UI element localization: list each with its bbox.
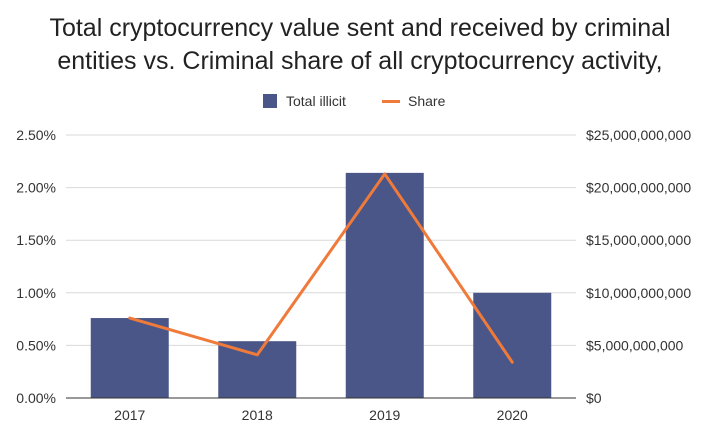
right-axis-labels: $0 $5,000,000,000 $10,000,000,000 $15,000,0… [586, 127, 691, 406]
left-axis-tick-label: 1.00% [16, 285, 56, 301]
x-axis-tick-label: 2017 [114, 407, 145, 423]
x-axis-tick-label: 2020 [497, 407, 528, 423]
legend-swatch-share [382, 100, 400, 103]
chart-title: Total cryptocurrency value sent and rece… [49, 14, 670, 75]
legend-label-share: Share [408, 93, 446, 109]
x-axis-tick-label: 2019 [369, 407, 400, 423]
chart-legend: Total illicit Share [263, 93, 446, 109]
legend-swatch-total-illicit [263, 94, 277, 108]
left-axis-labels: 0.00% 0.50% 1.00% 1.50% 2.00% 2.50% [16, 127, 56, 406]
bar-series-total-illicit [90, 172, 552, 398]
right-axis-tick-label: $25,000,000,000 [586, 127, 691, 143]
right-axis-tick-label: $15,000,000,000 [586, 232, 691, 248]
right-axis-tick-label: $10,000,000,000 [586, 285, 691, 301]
left-axis-tick-label: 1.50% [16, 232, 56, 248]
left-axis-tick-label: 0.00% [16, 390, 56, 406]
left-axis-tick-label: 0.50% [16, 337, 56, 353]
chart-title-line-1: Total cryptocurrency value sent and rece… [49, 14, 670, 42]
right-axis-tick-label: $5,000,000,000 [586, 337, 684, 353]
bar-2017 [90, 318, 169, 398]
right-axis-tick-label: $0 [586, 390, 602, 406]
bar-2020 [473, 292, 552, 398]
bar-2018 [218, 341, 297, 398]
bar-2019 [345, 172, 424, 398]
x-axis-labels: 2017 2018 2019 2020 [114, 407, 528, 423]
share-line [128, 172, 514, 364]
right-axis-tick-label: $20,000,000,000 [586, 180, 691, 196]
chart-title-line-2: entities vs. Criminal share of all crypt… [57, 47, 662, 75]
left-axis-tick-label: 2.50% [16, 127, 56, 143]
line-series-share [128, 172, 514, 364]
x-axis-tick-label: 2018 [242, 407, 273, 423]
left-axis-tick-label: 2.00% [16, 180, 56, 196]
legend-label-total-illicit: Total illicit [286, 93, 346, 109]
